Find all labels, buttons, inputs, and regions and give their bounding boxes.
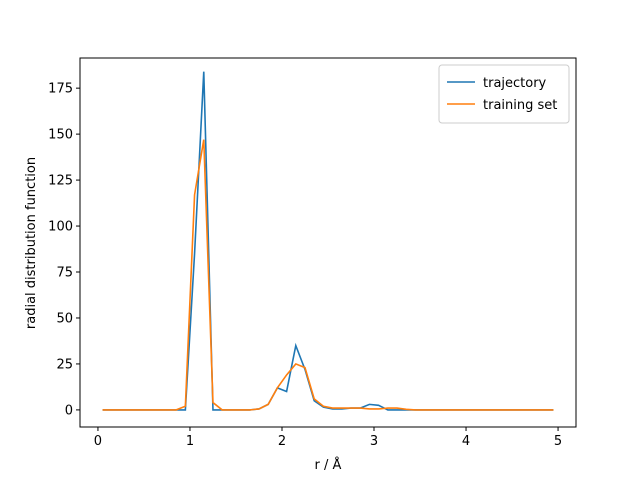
x-tick-label: 4	[462, 434, 470, 449]
x-tick-label: 3	[370, 434, 378, 449]
legend-box	[438, 64, 570, 124]
x-tick-label: 2	[278, 434, 286, 449]
y-tick-label: 125	[48, 174, 73, 189]
x-tick-label: 0	[94, 434, 102, 449]
series-line	[102, 139, 554, 411]
x-tick-label: 5	[554, 434, 562, 449]
legend-label: trajectory	[483, 76, 547, 91]
y-tick-label: 100	[48, 220, 73, 235]
y-tick-label: 25	[56, 357, 73, 372]
plot-frame	[79, 57, 577, 428]
y-axis-label: radial distribution function	[24, 157, 39, 329]
y-tick-label: 75	[56, 266, 73, 281]
y-tick-label: 150	[48, 128, 73, 143]
legend-label: training set	[483, 98, 557, 113]
x-tick-label: 1	[186, 434, 194, 449]
y-tick-label: 175	[48, 82, 73, 97]
y-tick-label: 0	[65, 403, 73, 418]
x-axis-label: r / Å	[315, 457, 342, 473]
y-tick-label: 50	[56, 311, 73, 326]
